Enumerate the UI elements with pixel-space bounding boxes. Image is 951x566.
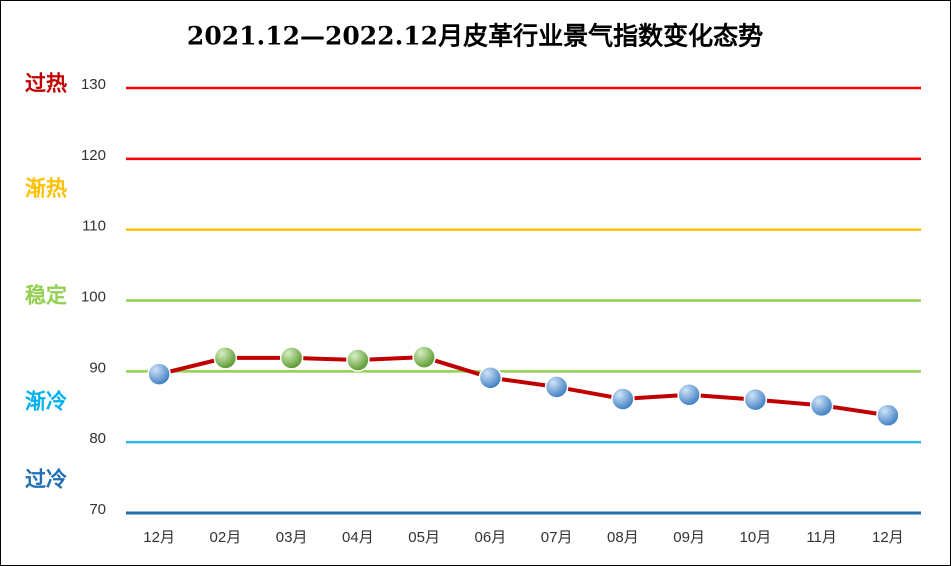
y-tick-label: 80: [89, 430, 106, 447]
x-tick-label: 08月: [607, 529, 639, 546]
data-point: [743, 387, 768, 412]
zone-label: 渐冷: [25, 389, 67, 414]
x-tick-label: 12月: [143, 529, 175, 546]
zone-label: 过热: [25, 71, 67, 96]
y-tick-label: 130: [81, 76, 106, 93]
data-point: [346, 348, 370, 372]
data-point: [544, 375, 569, 399]
x-tick-label: 03月: [276, 529, 308, 546]
data-point: [809, 393, 834, 418]
data-point: [876, 403, 900, 427]
y-tick-label: 90: [89, 359, 106, 376]
y-tick-label: 120: [81, 147, 106, 164]
x-tick-label: 12月: [872, 529, 904, 546]
x-tick-label: 07月: [541, 529, 573, 546]
chart-title: 2021.12—2022.12月皮革行业景气指数变化态势: [187, 22, 763, 51]
data-point: [611, 387, 635, 411]
y-tick-label: 70: [89, 501, 106, 518]
zone-label: 渐热: [25, 176, 67, 201]
x-tick-label: 11月: [806, 529, 837, 546]
zone-label: 稳定: [25, 283, 67, 308]
y-tick-label: 100: [81, 288, 106, 305]
x-tick-label: 04月: [342, 529, 374, 546]
data-point: [213, 346, 238, 370]
zone-label: 过冷: [25, 467, 67, 492]
data-point: [279, 346, 304, 370]
data-point: [412, 345, 436, 369]
x-tick-label: 02月: [210, 529, 242, 546]
x-tick-label: 09月: [673, 529, 705, 546]
x-tick-label: 10月: [740, 529, 772, 546]
data-point: [478, 365, 503, 390]
x-tick-label: 06月: [475, 529, 507, 546]
x-tick-label: 05月: [408, 529, 440, 546]
data-point: [677, 382, 701, 407]
y-tick-label: 110: [82, 218, 106, 235]
data-point: [147, 362, 171, 386]
